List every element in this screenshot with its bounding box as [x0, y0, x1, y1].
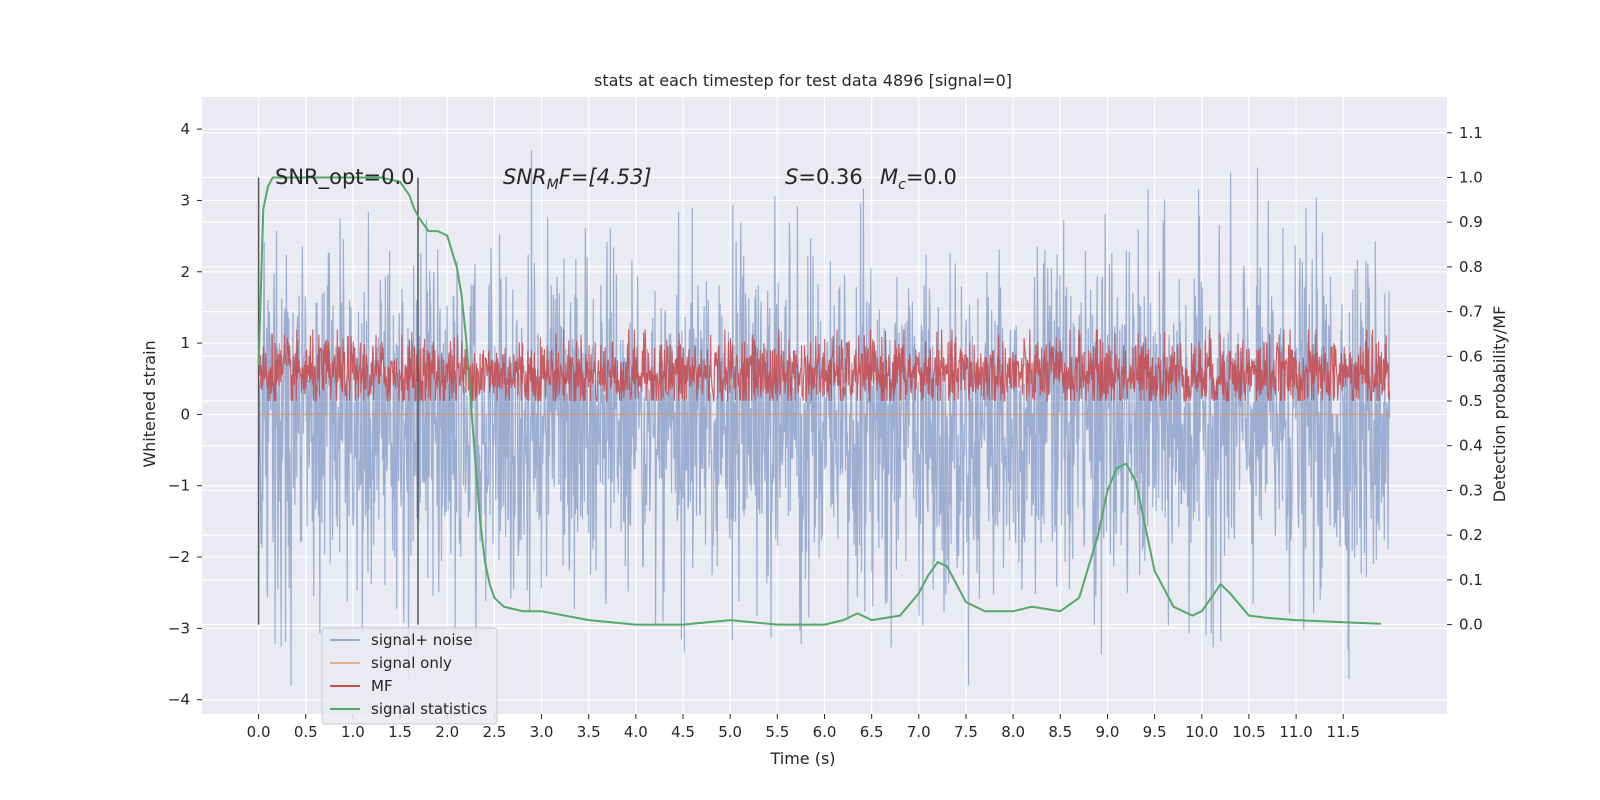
annotation-snr-mf-sub: M: [547, 177, 559, 193]
y2-tick-label: 1.0: [1459, 168, 1483, 186]
y-tick-label: 0: [180, 405, 190, 423]
annotation-snr-mf-tail: F=[4.53]: [559, 165, 652, 189]
y-tick-label: 1: [180, 334, 190, 352]
annotation-mc-value: =0.0: [906, 165, 957, 189]
y2-tick-label: 0.9: [1459, 213, 1483, 231]
y-tick-label: −3: [168, 619, 190, 637]
y-tick-label: 2: [180, 263, 190, 281]
annotation-mc: Mc=0.0: [880, 165, 957, 193]
series-signal-statistics: [257, 176, 1382, 626]
x-tick-labels: 0.0 0.5 1.0 1.5 2.0 2.5 3.0 3.5 4.0 4.5 5.0 5.5 6.0 6…: [247, 714, 1360, 741]
x-tick-label: 6.0: [813, 723, 837, 741]
y2-tick-label: 0.1: [1459, 571, 1483, 589]
annotation-s-value: =0.36: [798, 165, 862, 189]
x-tick-label: 1.5: [388, 723, 412, 741]
x-tick-label: 11.0: [1279, 723, 1312, 741]
series-mf: [258, 329, 1391, 402]
annotation-mc-sub: c: [898, 177, 906, 193]
y2-tick-label: 0.0: [1459, 616, 1483, 634]
y2-tick-label: 0.3: [1459, 481, 1483, 499]
y-tick-label: 3: [180, 191, 190, 209]
vertical-markers: [257, 177, 419, 625]
x-tick-label: 0.0: [247, 723, 271, 741]
y2-tick-label: 1.1: [1459, 124, 1483, 142]
x-tick-label: 9.5: [1143, 723, 1167, 741]
y-tick-label: −1: [168, 477, 190, 495]
line-signal-statistics: [257, 176, 1382, 626]
x-tick-label: 10.5: [1232, 723, 1265, 741]
line-signal-noise: [258, 150, 1391, 686]
x-tick-label: 2.0: [435, 723, 459, 741]
y-tick-label: −2: [168, 548, 190, 566]
x-tick-label: 4.5: [671, 723, 695, 741]
y-axis-label: Whitened strain: [140, 340, 159, 467]
x-tick-label: 5.0: [718, 723, 742, 741]
legend-label-signal-only: signal only: [371, 654, 452, 672]
chart-title: stats at each timestep for test data 489…: [594, 71, 1012, 90]
x-tick-label: 10.0: [1185, 723, 1218, 741]
line-mf: [258, 329, 1391, 402]
x-tick-label: 2.5: [482, 723, 506, 741]
series-signal-noise: [258, 150, 1391, 686]
y2-axis-label: Detection probability/MF: [1490, 306, 1509, 503]
annotation-s-label: S: [785, 165, 798, 189]
legend-box: [321, 627, 498, 725]
y2-tick-label: 0.4: [1459, 437, 1483, 455]
y2-tick-label: 0.7: [1459, 303, 1483, 321]
y2-tick-label: 0.5: [1459, 392, 1483, 410]
x-tick-label: 8.5: [1048, 723, 1072, 741]
y-tick-label: −4: [168, 691, 190, 709]
annotation-snr-mf: SNRMF=[4.53]: [503, 165, 652, 193]
annotation-snr-mf-main: SNR: [503, 165, 547, 189]
y-tick-label: 4: [180, 120, 190, 138]
x-tick-label: 3.0: [530, 723, 554, 741]
x-tick-label: 7.0: [907, 723, 931, 741]
legend: signal+ noise signal only MF signal stat…: [321, 627, 498, 725]
x-axis-label: Time (s): [769, 749, 835, 768]
annotation-snr-opt: SNR_opt=0.0: [275, 165, 415, 190]
y2-tick-labels: 1.1 1.0 0.9 0.8 0.7 0.6 0.5 0.4 0.3 0.2 0.1 0.0: [1447, 124, 1483, 634]
legend-label-statistics: signal statistics: [371, 700, 487, 718]
x-tick-label: 7.5: [954, 723, 978, 741]
legend-label-mf: MF: [371, 677, 393, 695]
x-tick-label: 4.0: [624, 723, 648, 741]
x-tick-label: 8.0: [1001, 723, 1025, 741]
annotation-mc-label: M: [880, 165, 898, 189]
y2-tick-label: 0.2: [1459, 526, 1483, 544]
y2-tick-label: 0.6: [1459, 347, 1483, 365]
x-tick-label: 5.5: [765, 723, 789, 741]
x-tick-label: 11.5: [1327, 723, 1360, 741]
annotation-s-stat: S=0.36: [785, 165, 863, 189]
y-tick-labels: 4 3 2 1 0 −1 −2 −3 −4: [168, 120, 202, 709]
x-tick-label: 1.0: [341, 723, 365, 741]
x-tick-label: 3.5: [577, 723, 601, 741]
x-tick-label: 6.5: [860, 723, 884, 741]
legend-label-noise: signal+ noise: [371, 631, 473, 649]
x-tick-label: 9.0: [1096, 723, 1120, 741]
x-tick-label: 0.5: [294, 723, 318, 741]
y2-tick-label: 0.8: [1459, 258, 1483, 276]
